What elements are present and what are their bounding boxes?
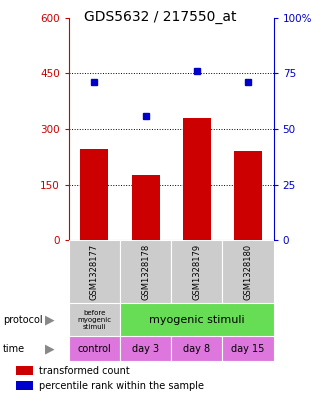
Bar <box>171 336 222 361</box>
Bar <box>222 240 274 303</box>
Bar <box>69 303 120 336</box>
Bar <box>120 336 171 361</box>
Bar <box>120 240 171 303</box>
Bar <box>234 151 262 240</box>
Text: GDS5632 / 217550_at: GDS5632 / 217550_at <box>84 10 236 24</box>
Bar <box>171 240 222 303</box>
Text: percentile rank within the sample: percentile rank within the sample <box>39 381 204 391</box>
Text: GSM1328178: GSM1328178 <box>141 243 150 300</box>
Bar <box>16 366 33 375</box>
Text: protocol: protocol <box>3 315 43 325</box>
Text: control: control <box>77 343 111 354</box>
Text: transformed count: transformed count <box>39 366 130 376</box>
Text: before
myogenic
stimuli: before myogenic stimuli <box>77 310 111 330</box>
Text: GSM1328179: GSM1328179 <box>192 244 201 299</box>
Bar <box>120 303 274 336</box>
Bar <box>69 240 120 303</box>
Bar <box>222 336 274 361</box>
Bar <box>80 149 108 240</box>
Text: ▶: ▶ <box>45 342 54 355</box>
Text: ▶: ▶ <box>45 313 54 326</box>
Bar <box>183 118 211 240</box>
Text: GSM1328177: GSM1328177 <box>90 243 99 300</box>
Text: myogenic stimuli: myogenic stimuli <box>149 315 244 325</box>
Bar <box>16 381 33 390</box>
Bar <box>132 175 160 240</box>
Text: GSM1328180: GSM1328180 <box>244 244 252 299</box>
Text: day 15: day 15 <box>231 343 265 354</box>
Text: time: time <box>3 343 25 354</box>
Text: day 3: day 3 <box>132 343 159 354</box>
Text: day 8: day 8 <box>183 343 210 354</box>
Bar <box>69 336 120 361</box>
